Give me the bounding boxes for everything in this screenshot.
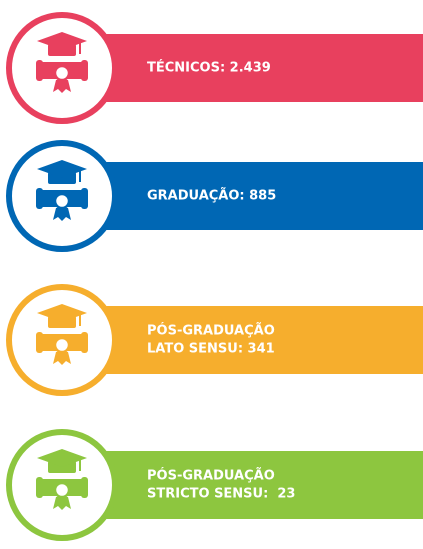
item-label: GRADUAÇÃO: 885	[147, 188, 276, 204]
cap-top	[37, 304, 87, 322]
item-label: STRICTO SENSU: 23	[147, 487, 295, 502]
banner	[105, 451, 423, 519]
seal	[53, 336, 71, 354]
seal	[53, 64, 71, 82]
item: GRADUAÇÃO: 885	[6, 140, 423, 252]
item-label: LATO SENSU: 341	[147, 342, 275, 357]
ribbon	[53, 208, 71, 221]
item-label: PÓS-GRADUAÇÃO	[147, 468, 275, 484]
banner	[105, 34, 423, 102]
scroll-end-left	[36, 188, 43, 209]
banner	[105, 162, 423, 230]
cap-top	[37, 449, 87, 467]
ribbon	[53, 80, 71, 93]
scroll-end-right	[81, 60, 88, 81]
item: PÓS-GRADUAÇÃO LATO SENSU: 341	[6, 284, 423, 396]
scroll-end-right	[81, 477, 88, 498]
seal	[53, 192, 71, 210]
item: TÉCNICOS: 2.439	[6, 12, 423, 124]
scroll-end-right	[81, 188, 88, 209]
banner	[105, 306, 423, 374]
cap-top	[37, 32, 87, 50]
scroll-end-left	[36, 60, 43, 81]
item-label: PÓS-GRADUAÇÃO	[147, 323, 275, 339]
scroll-end-left	[36, 477, 43, 498]
item: PÓS-GRADUAÇÃO STRICTO SENSU: 23	[6, 429, 423, 541]
scroll-end-right	[81, 332, 88, 353]
item-label: TÉCNICOS: 2.439	[147, 60, 271, 76]
cap-top	[37, 160, 87, 178]
ribbon	[53, 497, 71, 510]
seal	[53, 481, 71, 499]
ribbon	[53, 352, 71, 365]
scroll-end-left	[36, 332, 43, 353]
